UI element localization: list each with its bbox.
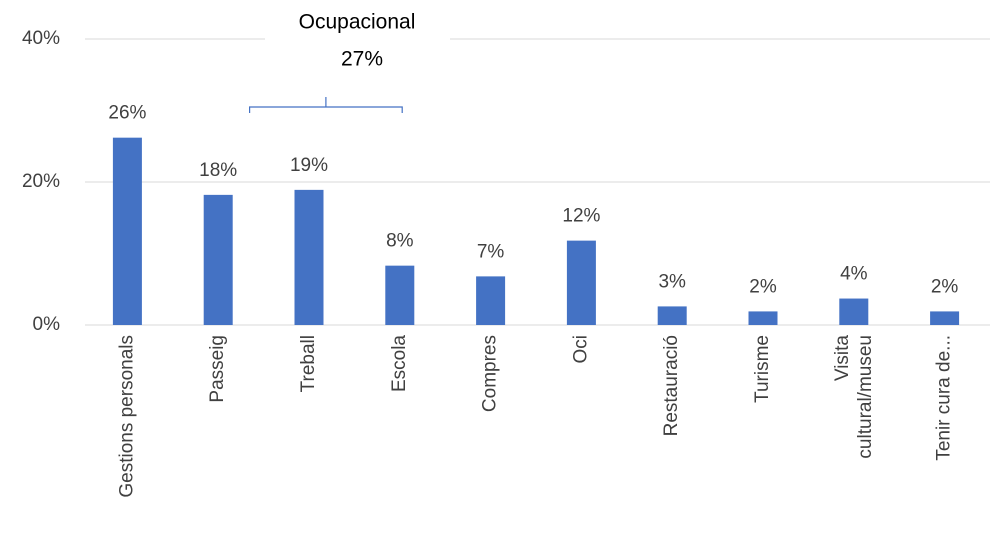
x-tick-label: Treball bbox=[298, 335, 319, 392]
x-tick-label: Escola bbox=[389, 335, 410, 392]
y-tick-label: 0% bbox=[33, 314, 61, 335]
bar bbox=[476, 276, 506, 325]
data-label: 18% bbox=[199, 160, 237, 181]
bar bbox=[657, 306, 687, 325]
x-tick-label-line: Restauració bbox=[661, 335, 682, 436]
x-tick-label-line: Oci bbox=[570, 335, 591, 364]
x-tick-label-line: Tenir cura de... bbox=[934, 335, 955, 461]
x-tick-label-line: cultural/museu bbox=[855, 335, 876, 459]
x-tick-label: Passeig bbox=[207, 335, 228, 403]
x-tick-label-line: Turisme bbox=[752, 335, 773, 403]
data-label: 26% bbox=[108, 103, 146, 124]
x-tick-label-line: Gestions personals bbox=[116, 335, 137, 498]
bar bbox=[203, 194, 233, 325]
annotation-value: 27% bbox=[341, 48, 383, 71]
x-tick-label: Tenir cura de... bbox=[934, 335, 955, 461]
x-tick-label: Restauració bbox=[661, 335, 682, 436]
data-label: 3% bbox=[658, 271, 686, 292]
x-tick-label-line: Escola bbox=[389, 335, 410, 392]
bar bbox=[748, 311, 778, 325]
grid bbox=[85, 38, 990, 326]
data-label: 2% bbox=[749, 276, 777, 297]
x-tick-label-line: Treball bbox=[298, 335, 319, 392]
data-label: 7% bbox=[477, 241, 505, 262]
x-tick-label: Turisme bbox=[752, 335, 773, 403]
bar bbox=[839, 298, 869, 325]
data-label: 12% bbox=[562, 206, 600, 227]
data-label: 4% bbox=[840, 264, 868, 285]
bar bbox=[930, 311, 960, 325]
x-tick-label-line: Visita bbox=[832, 335, 853, 382]
x-tick-label: Compres bbox=[480, 335, 501, 412]
bar bbox=[385, 265, 415, 325]
bar bbox=[294, 189, 324, 325]
data-label: 8% bbox=[386, 231, 414, 252]
bar bbox=[566, 240, 596, 325]
annotation-bracket bbox=[249, 97, 403, 113]
x-tick-label: Visita cultural/museu bbox=[832, 335, 876, 459]
annotation-label: Ocupacional bbox=[299, 11, 416, 34]
data-label: 2% bbox=[931, 276, 959, 297]
bar bbox=[112, 137, 142, 325]
y-tick-label: 20% bbox=[22, 171, 60, 192]
x-tick-label: Gestions personals bbox=[116, 335, 137, 498]
annotation-box bbox=[265, 8, 450, 72]
x-tick-label-line: Passeig bbox=[207, 335, 228, 403]
x-tick-label-line: Compres bbox=[480, 335, 501, 412]
data-label: 19% bbox=[290, 155, 328, 176]
y-tick-label: 40% bbox=[22, 28, 60, 49]
x-tick-label: Oci bbox=[570, 335, 591, 364]
